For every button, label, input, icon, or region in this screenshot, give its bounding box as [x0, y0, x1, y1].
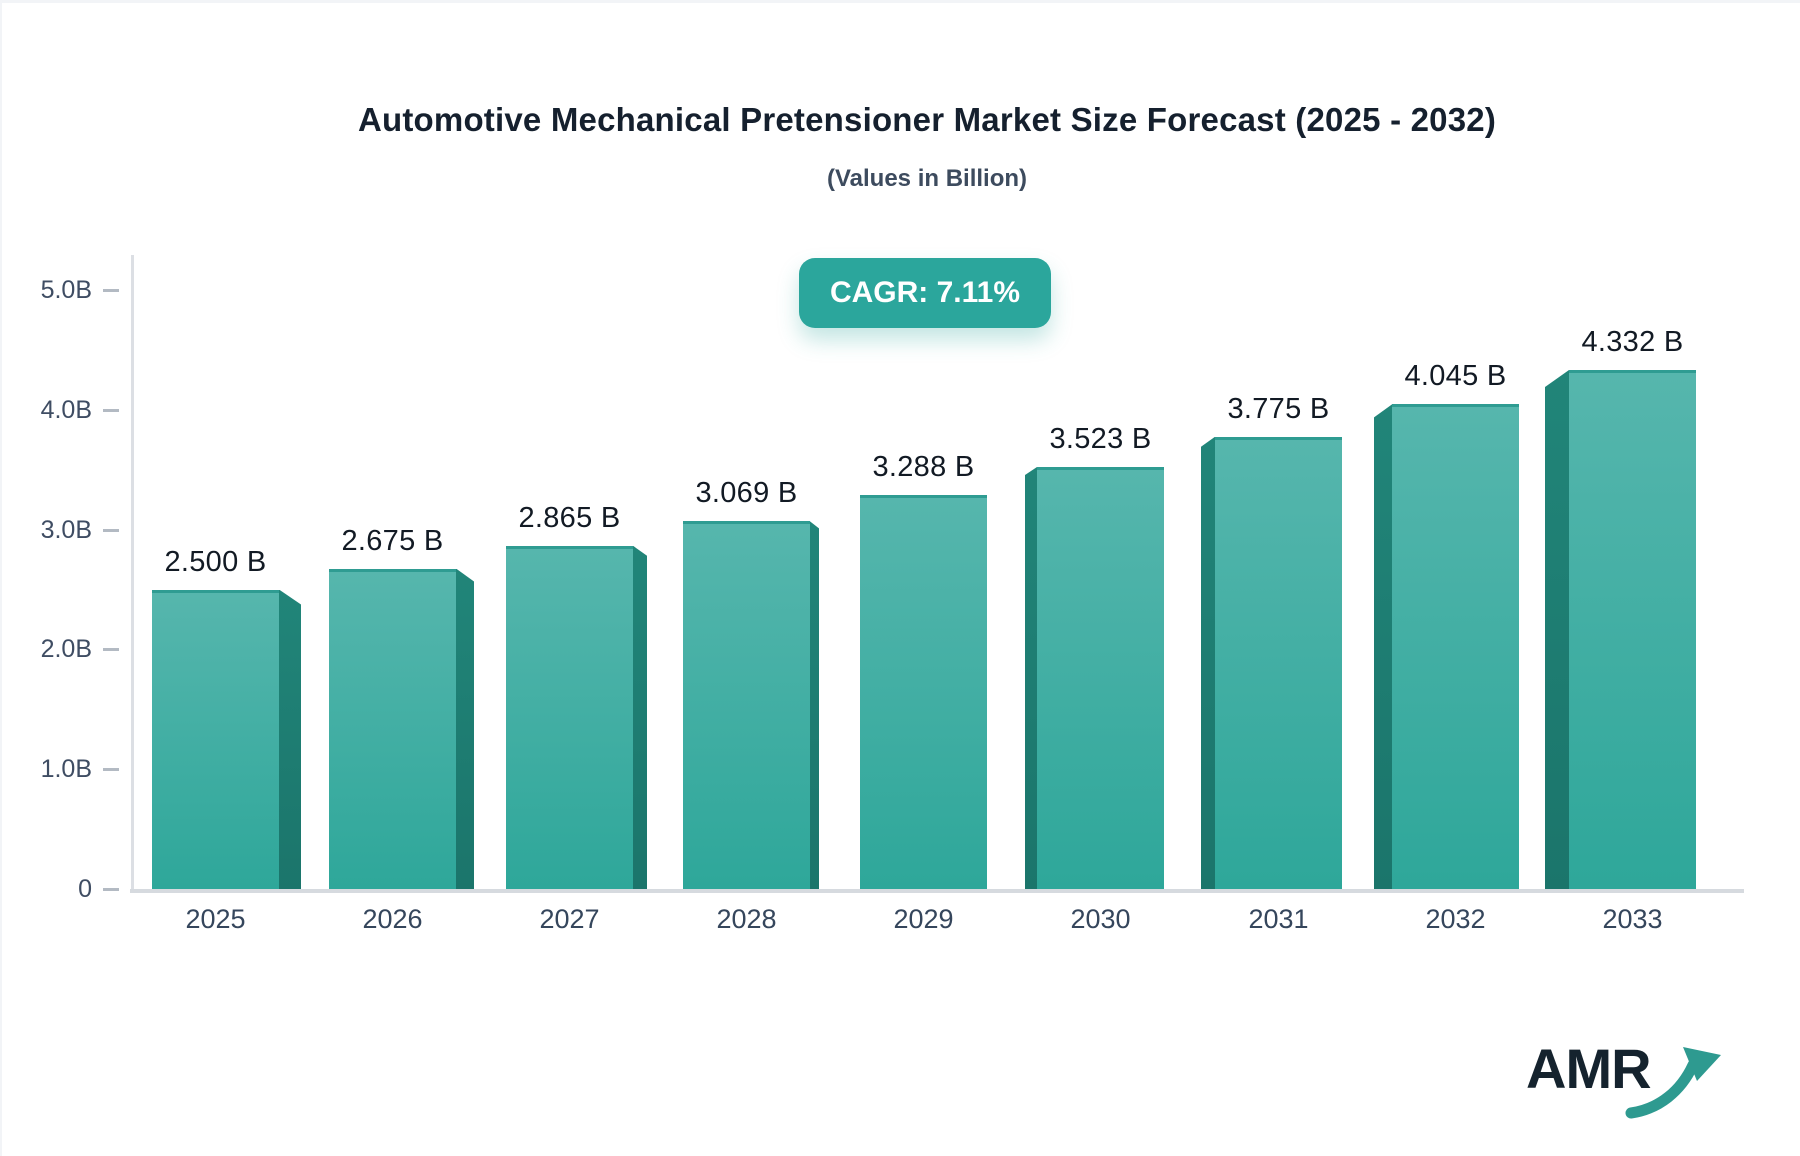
amr-logo: AMR — [1526, 1039, 1725, 1125]
bar-2030 — [1037, 466, 1164, 889]
x-label-2028: 2028 — [716, 904, 777, 934]
y-tick-label-5.0B: 5.0B — [40, 276, 92, 304]
bar-2029 — [860, 495, 987, 889]
x-label-2025: 2025 — [185, 904, 246, 934]
y-tick-1.0B — [103, 768, 119, 772]
y-tick-label-1.0B: 1.0B — [40, 755, 92, 784]
bar-2031 — [1215, 436, 1342, 889]
y-tick-2.0B — [103, 648, 119, 652]
amr-logo-text: AMR — [1526, 1037, 1652, 1100]
y-tick-label-4.0B: 4.0B — [40, 395, 92, 424]
bar-side-face-2026 — [456, 568, 474, 889]
bar-value-2027: 2.865 B — [518, 501, 621, 534]
bar-2027 — [506, 545, 633, 889]
bar-value-2026: 2.675 B — [341, 524, 444, 557]
bar-side-face-2033 — [1545, 370, 1569, 889]
bar-side-face-2025 — [279, 589, 301, 889]
bar-side-face-2032 — [1374, 404, 1392, 889]
cagr-badge-label: CAGR: 7.11% — [829, 276, 1021, 309]
y-tick-label-0: 0 — [78, 875, 92, 903]
bar-2032 — [1392, 404, 1519, 889]
y-tick-5.0B — [103, 289, 119, 292]
bar-side-face-2028 — [810, 521, 819, 889]
y-tick-label-2.0B: 2.0B — [40, 635, 92, 664]
x-label-2026: 2026 — [362, 904, 423, 934]
bar-side-face-2030 — [1025, 466, 1037, 889]
chart-subtitle: (Values in Billion) — [826, 165, 1028, 192]
x-axis-baseline — [130, 889, 1744, 893]
x-label-2032: 2032 — [1425, 904, 1486, 934]
bar-2033 — [1569, 370, 1696, 889]
y-tick-label-3.0B: 3.0B — [40, 515, 92, 544]
y-tick-0 — [103, 888, 119, 891]
bar-value-2028: 3.069 B — [695, 477, 798, 510]
y-tick-4.0B — [103, 408, 119, 412]
bar-side-face-2031 — [1201, 436, 1215, 889]
x-label-2027: 2027 — [539, 904, 600, 934]
x-label-2031: 2031 — [1248, 904, 1309, 934]
y-tick-3.0B — [103, 528, 119, 532]
bar-value-2031: 3.775 B — [1227, 392, 1330, 425]
bar-value-2025: 2.500 B — [164, 545, 267, 578]
bar-2025 — [152, 589, 279, 889]
x-label-2029: 2029 — [893, 904, 954, 934]
bar-2028 — [683, 521, 810, 889]
y-axis-line — [131, 255, 134, 892]
x-label-2030: 2030 — [1070, 904, 1131, 934]
x-label-2033: 2033 — [1602, 904, 1663, 934]
bar-side-face-2027 — [633, 545, 647, 889]
growth-arrow-icon — [1625, 1047, 1721, 1119]
bar-value-2032: 4.045 B — [1404, 360, 1507, 393]
bar-2026 — [329, 568, 456, 889]
bar-value-2029: 3.288 B — [872, 451, 975, 484]
cagr-badge: CAGR: 7.11% — [799, 258, 1051, 328]
bar-value-2033: 4.332 B — [1581, 326, 1684, 359]
chart-title: Automotive Mechanical Pretensioner Marke… — [357, 101, 1497, 138]
bar-value-2030: 3.523 B — [1049, 422, 1152, 455]
